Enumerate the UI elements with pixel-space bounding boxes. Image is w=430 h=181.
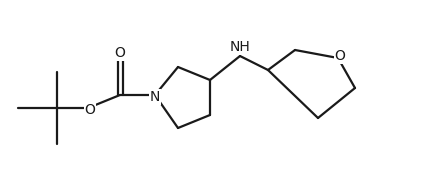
Text: O: O <box>335 49 345 63</box>
Text: NH: NH <box>230 40 250 54</box>
Text: O: O <box>114 46 126 60</box>
Text: N: N <box>150 90 160 104</box>
Text: O: O <box>85 103 95 117</box>
